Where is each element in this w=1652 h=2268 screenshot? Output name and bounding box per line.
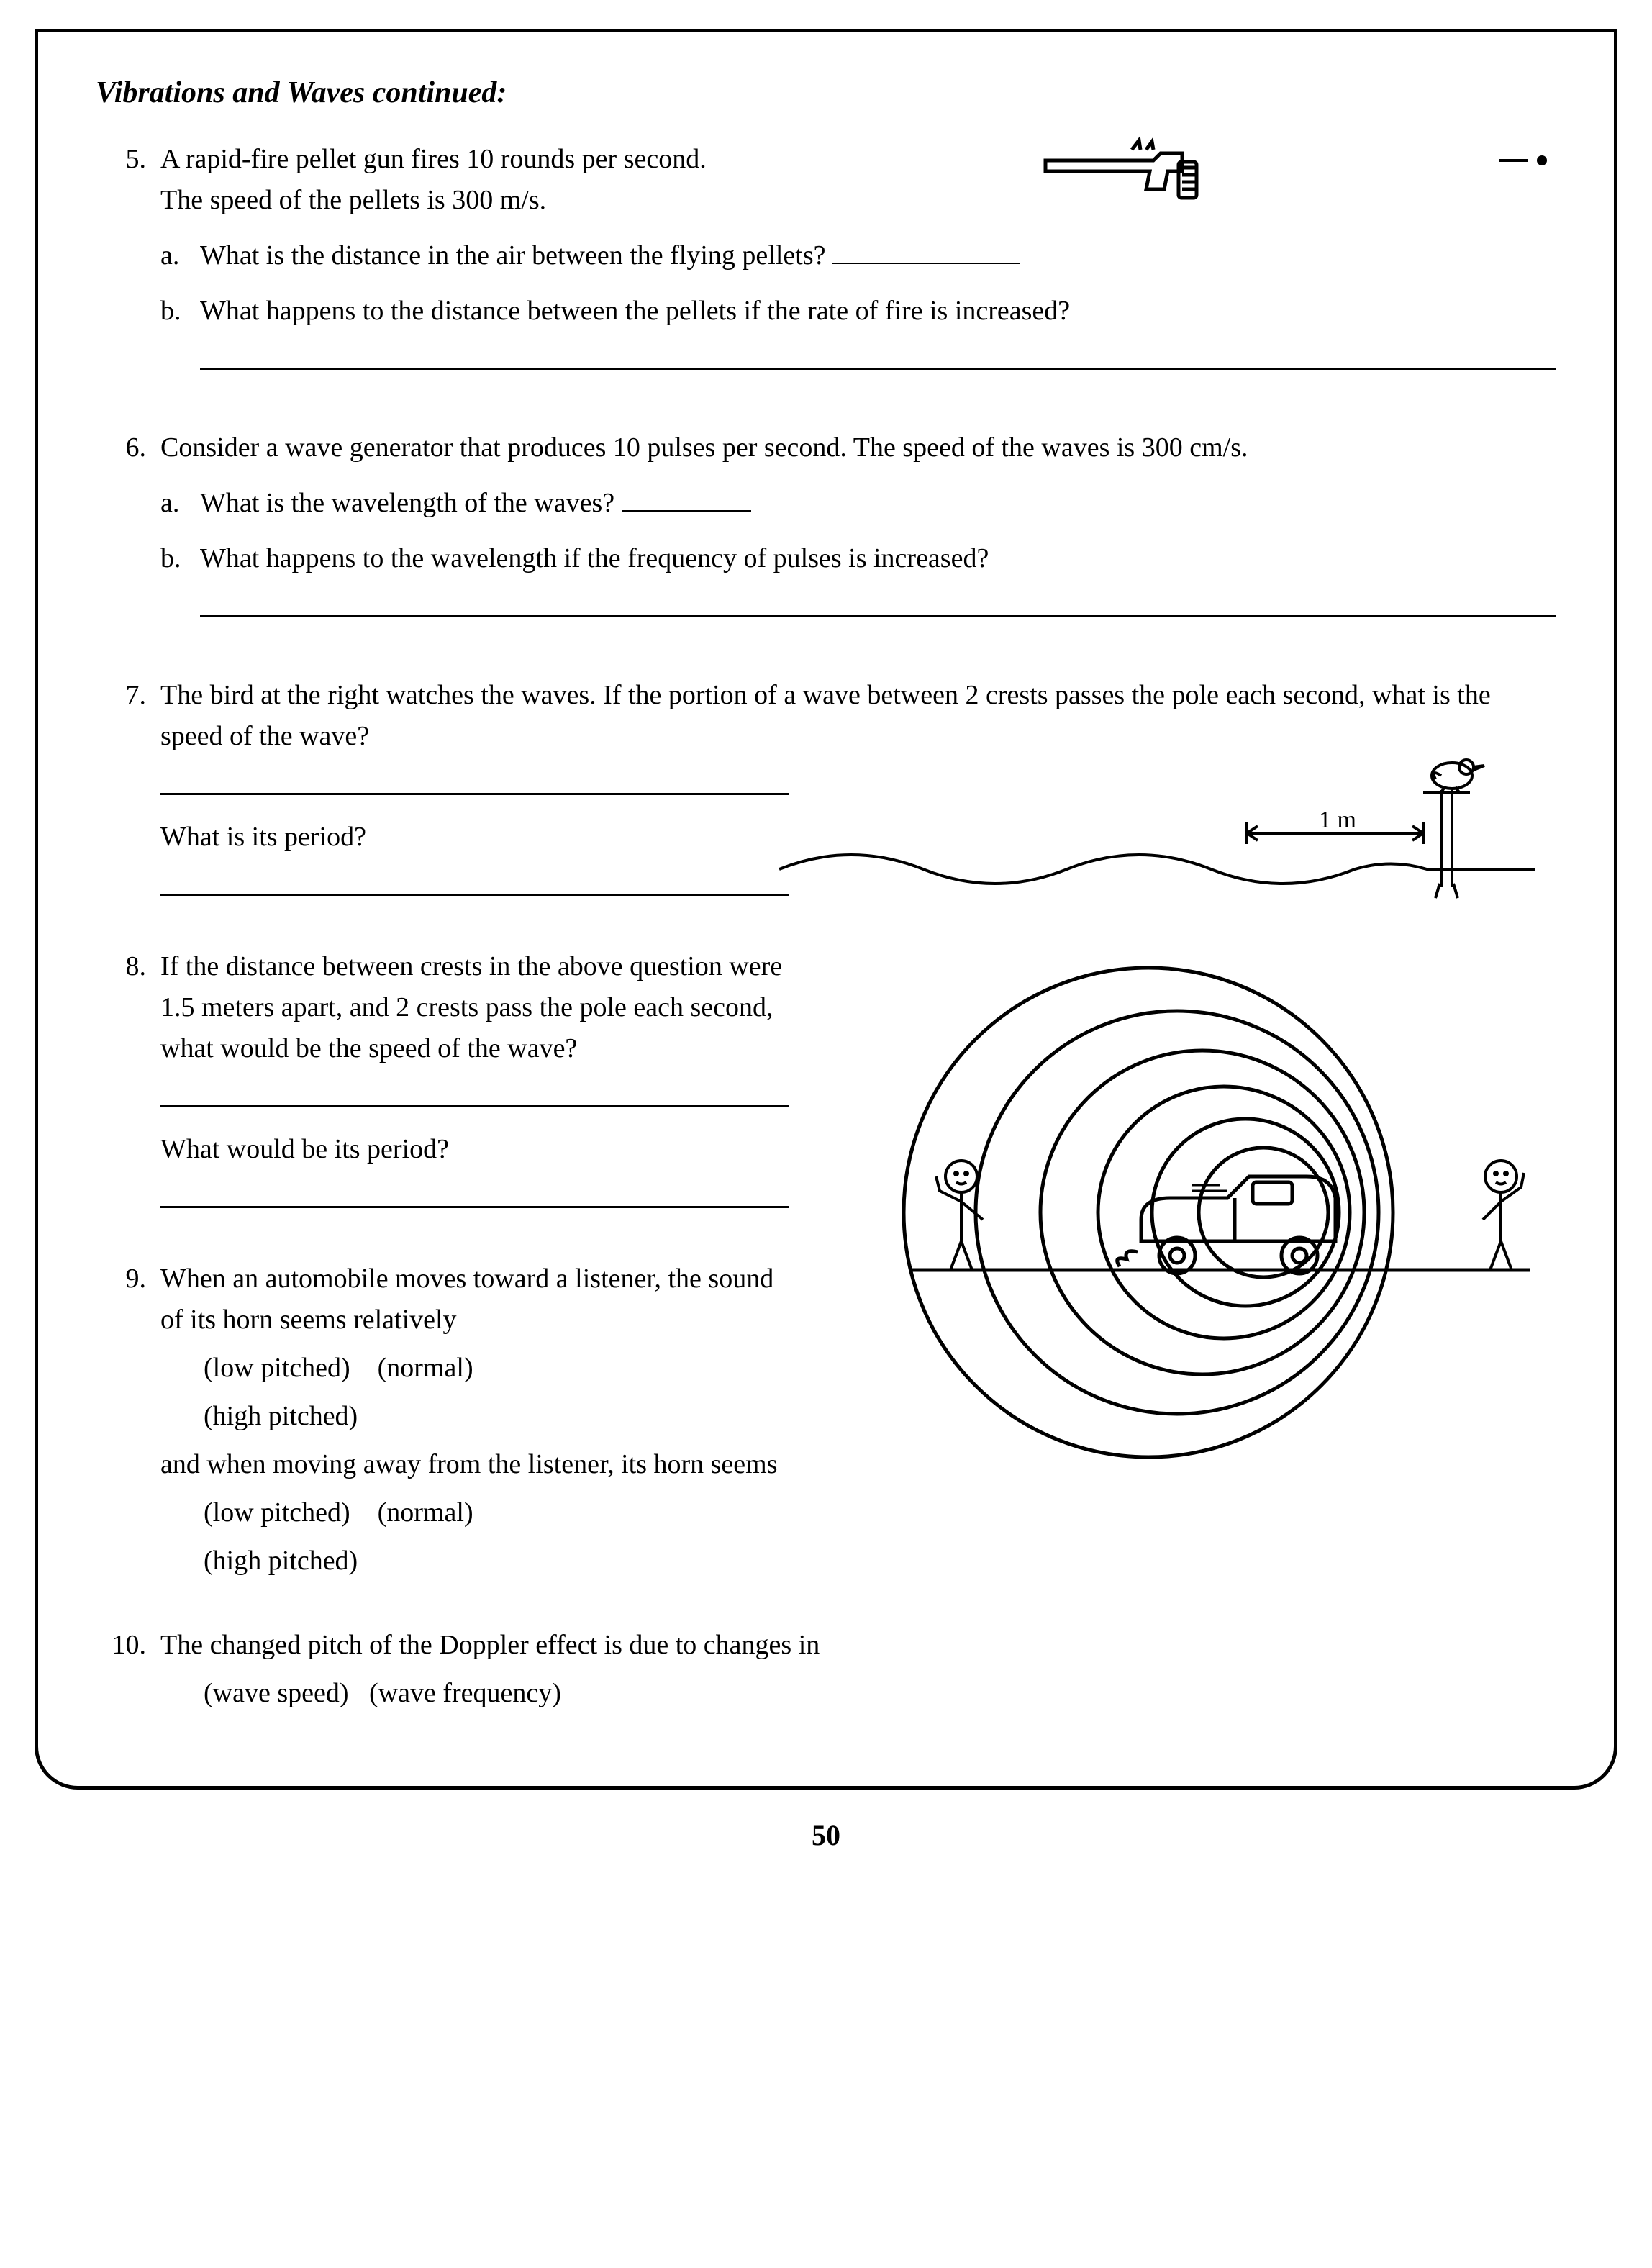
q8-period-question: What would be its period? bbox=[160, 1134, 449, 1164]
q8-period-answer-line[interactable] bbox=[160, 1184, 789, 1208]
q5a-letter: a. bbox=[160, 235, 200, 276]
q8-speed-answer-line[interactable] bbox=[160, 1084, 789, 1107]
q6b-text: What happens to the wavelength if the fr… bbox=[200, 543, 989, 573]
q6-intro: Consider a wave generator that produces … bbox=[160, 427, 1556, 468]
q10-opt-freq[interactable]: (wave frequency) bbox=[369, 1678, 561, 1708]
page-title: Vibrations and Waves continued: bbox=[96, 76, 1556, 110]
q9-text1: When an automobile moves toward a listen… bbox=[160, 1258, 789, 1341]
worksheet-page: Vibrations and Waves continued: 5. A rap… bbox=[35, 29, 1617, 1790]
question-7: 7. The bird at the right watches the wav… bbox=[96, 675, 1556, 910]
q5b-letter: b. bbox=[160, 291, 200, 384]
q7-text: The bird at the right watches the waves.… bbox=[160, 675, 1556, 757]
doppler-diagram bbox=[789, 946, 1556, 1223]
question-8: 8. If the distance between crests in the… bbox=[96, 946, 1556, 1223]
q9-opt-low-1[interactable]: (low pitched) bbox=[204, 1353, 350, 1383]
q5a-answer-blank[interactable] bbox=[832, 235, 1020, 264]
q5b-answer-line[interactable] bbox=[200, 346, 1556, 370]
q10-number: 10. bbox=[96, 1625, 160, 1721]
q6b-letter: b. bbox=[160, 538, 200, 632]
q6a-answer-blank[interactable] bbox=[622, 483, 751, 512]
q9-opt-high-1[interactable]: (high pitched) bbox=[204, 1401, 358, 1431]
q7-period-question: What is its period? bbox=[160, 822, 366, 852]
q5a-text: What is the distance in the air between … bbox=[200, 240, 825, 271]
question-6: 6. Consider a wave generator that produc… bbox=[96, 427, 1556, 639]
q8-text: If the distance between crests in the ab… bbox=[160, 946, 789, 1069]
q9-text2: and when moving away from the listener, … bbox=[160, 1444, 858, 1485]
q5b-text: What happens to the distance between the… bbox=[200, 296, 1070, 326]
one-meter-label: 1 m bbox=[1319, 807, 1356, 833]
q10-opt-speed[interactable]: (wave speed) bbox=[204, 1678, 349, 1708]
q8-number: 8. bbox=[96, 946, 160, 1223]
question-5: 5. A rapid-fire pellet gun fires 10 roun… bbox=[96, 139, 1556, 391]
q9-opt-high-2[interactable]: (high pitched) bbox=[204, 1546, 358, 1576]
bird-wave-diagram: 1 m bbox=[779, 747, 1571, 917]
q9-number: 9. bbox=[96, 1258, 160, 1589]
q7-speed-answer-line[interactable] bbox=[160, 771, 789, 795]
pellet-gun-icon bbox=[1038, 132, 1556, 216]
q6a-text: What is the wavelength of the waves? bbox=[200, 488, 614, 518]
q6b-answer-line[interactable] bbox=[200, 594, 1556, 617]
question-10: 10. The changed pitch of the Doppler eff… bbox=[96, 1625, 1556, 1721]
q5-intro-line1: A rapid-fire pellet gun fires 10 rounds … bbox=[160, 144, 707, 174]
page-number: 50 bbox=[29, 1818, 1623, 1852]
q10-text: The changed pitch of the Doppler effect … bbox=[160, 1625, 1556, 1666]
q7-period-answer-line[interactable] bbox=[160, 872, 789, 896]
q6-number: 6. bbox=[96, 427, 160, 639]
q9-opt-normal-1[interactable]: (normal) bbox=[378, 1353, 473, 1383]
q5-number: 5. bbox=[96, 139, 160, 391]
q5-intro-line2: The speed of the pellets is 300 m/s. bbox=[160, 185, 546, 215]
q9-opt-low-2[interactable]: (low pitched) bbox=[204, 1497, 350, 1528]
q6a-letter: a. bbox=[160, 483, 200, 524]
q9-opt-normal-2[interactable]: (normal) bbox=[378, 1497, 473, 1528]
q7-number: 7. bbox=[96, 675, 160, 910]
